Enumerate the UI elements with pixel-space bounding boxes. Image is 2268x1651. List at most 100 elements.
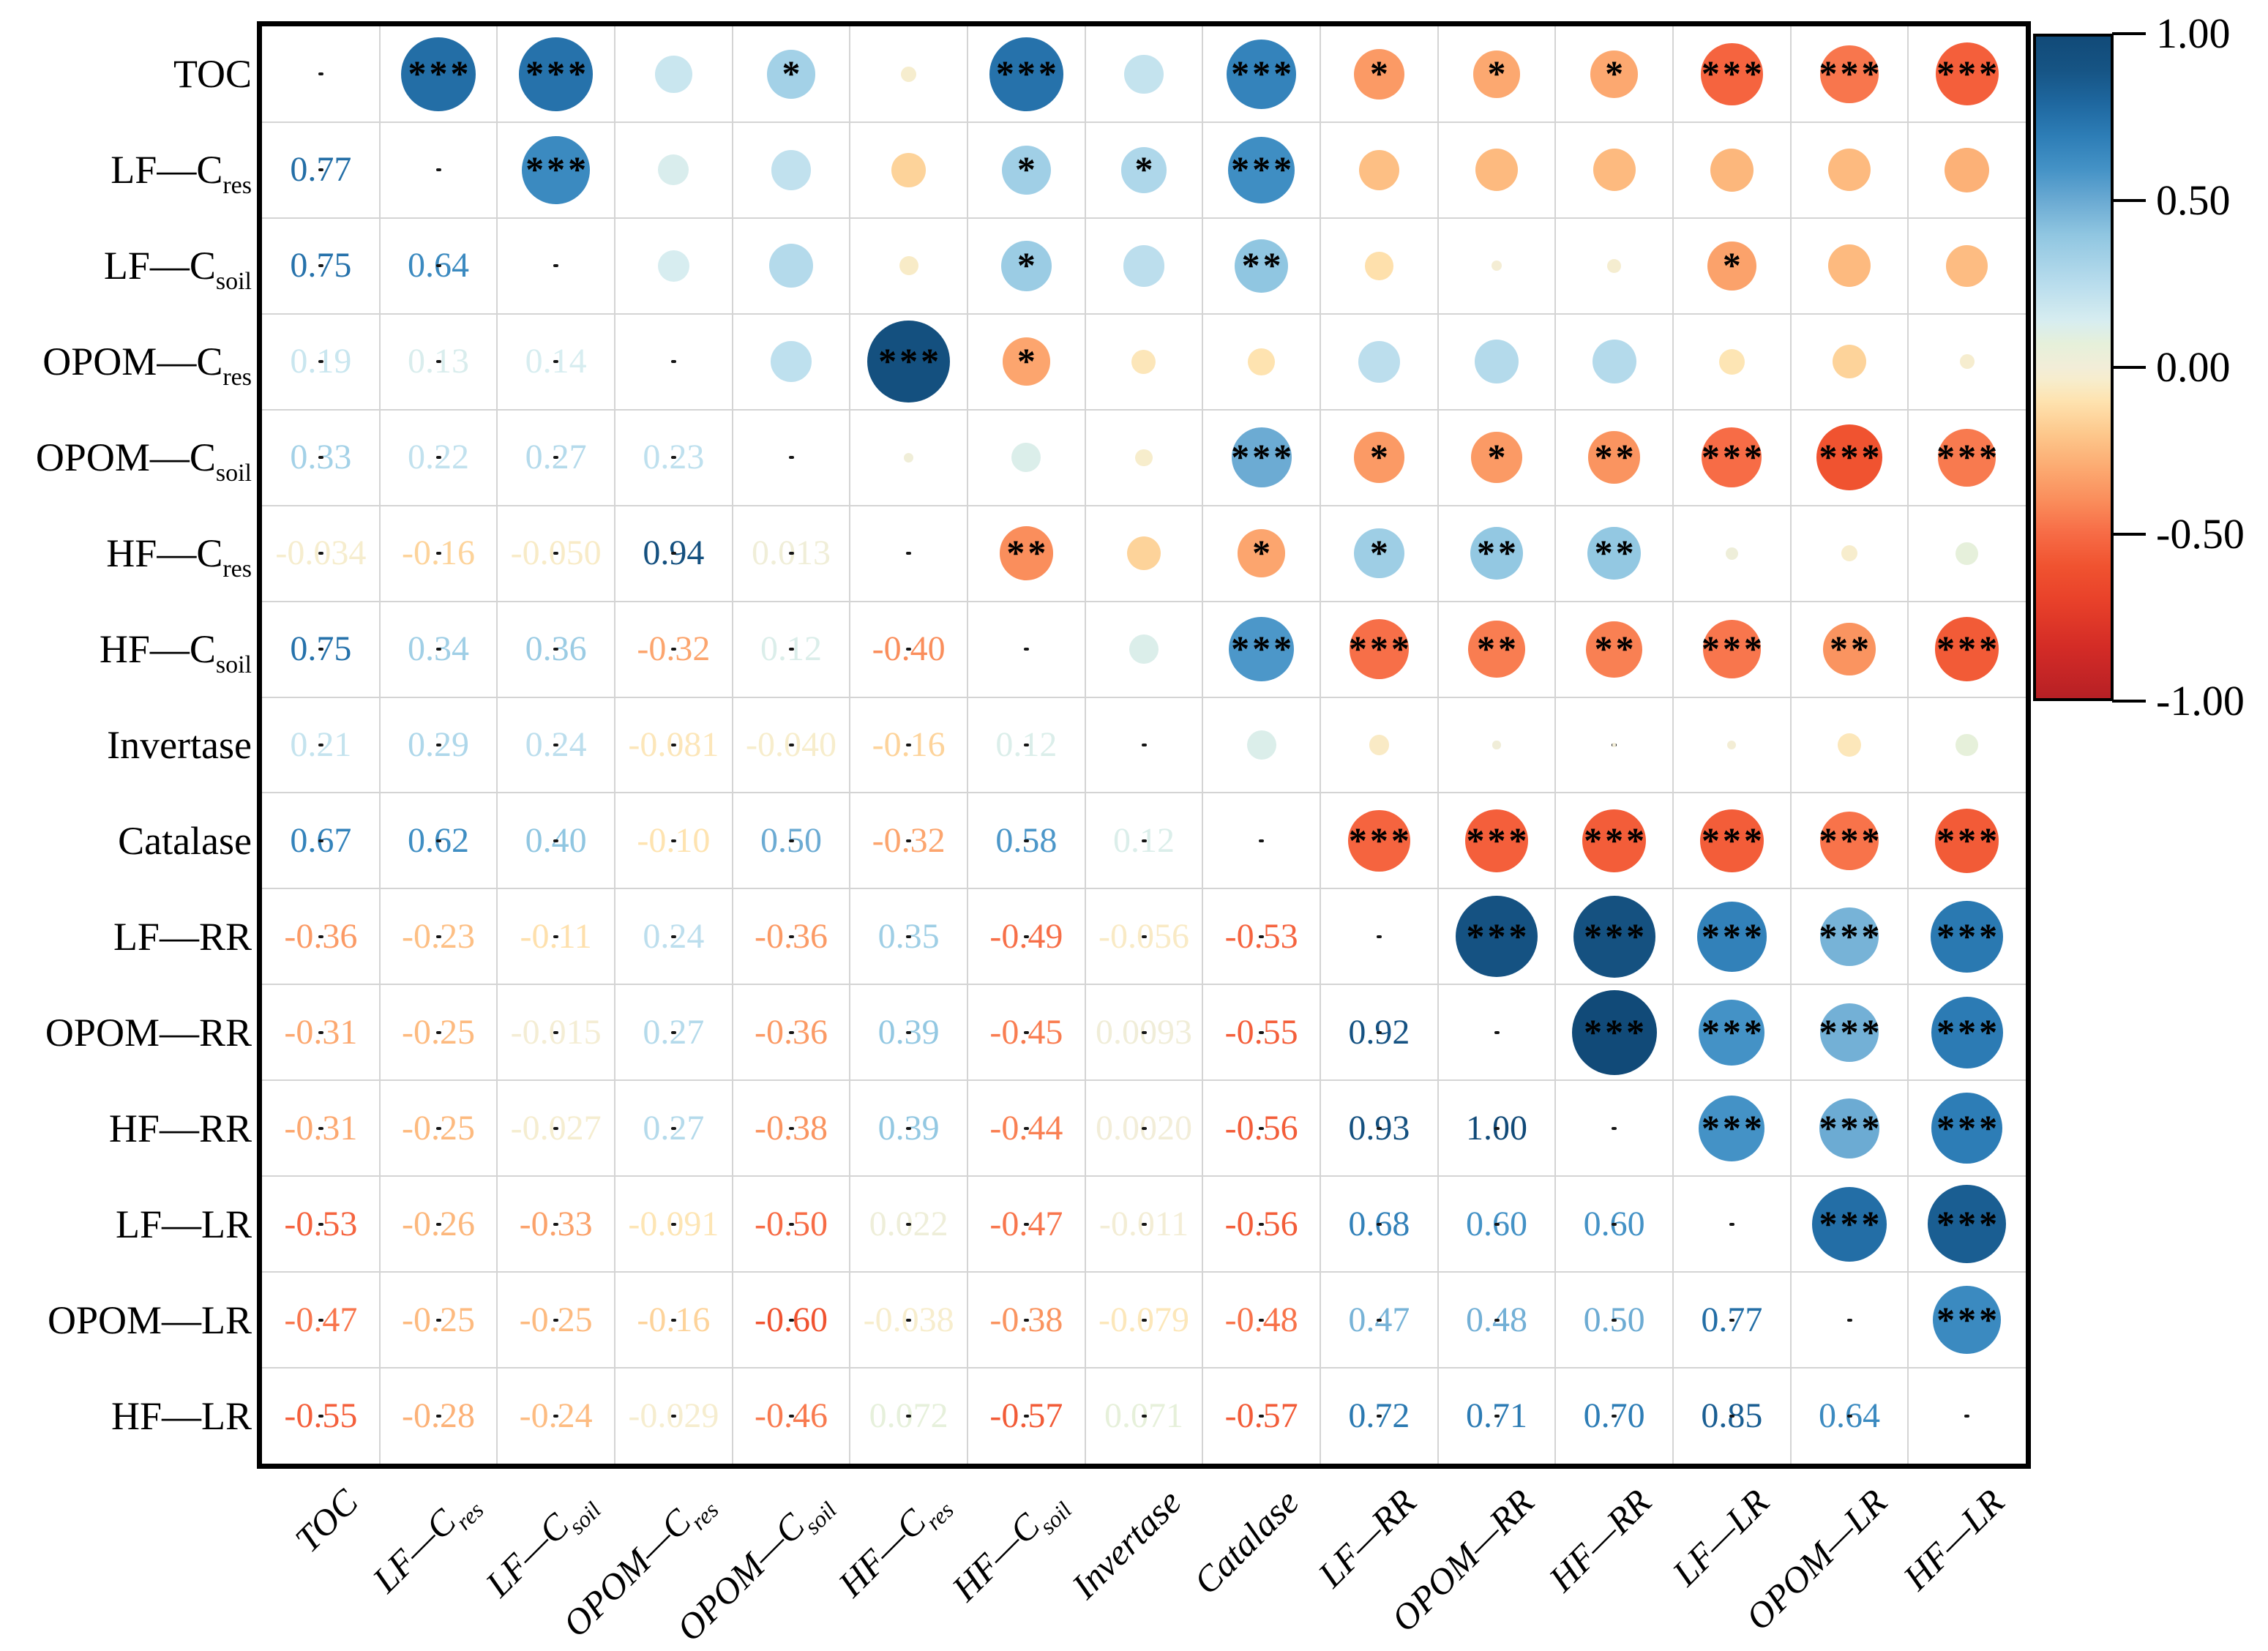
correlation-circle [1935,42,1999,106]
gridline-vertical [1554,26,1557,1464]
significance-stars: * [1605,53,1627,94]
correlation-circle [999,526,1053,580]
significance-stars: *** [1936,436,2001,478]
correlation-circle [1475,149,1518,192]
correlation-circle [658,154,689,186]
correlation-circle [1944,147,1990,193]
gridline-vertical [967,26,968,1464]
cell-center-dot [1141,935,1147,938]
gridline-vertical [496,26,498,1464]
gridline-vertical [1672,26,1674,1464]
correlation-circle [1237,529,1286,577]
cell-center-dot [1376,1414,1382,1418]
significance-stars: *** [1701,915,1765,956]
cell-center-dot [318,552,323,555]
correlation-circle [1931,996,2003,1068]
correlation-circle [1699,1095,1765,1161]
significance-stars: *** [1701,436,1765,478]
significance-stars: *** [1466,915,1530,956]
cell-center-dot [318,935,323,938]
cell-center-dot [906,648,912,651]
correlation-circle [1819,1098,1879,1158]
cell-center-dot [318,744,323,746]
cell-center-dot [318,456,323,460]
correlation-circle [1365,252,1393,280]
correlation-circle [1358,340,1400,383]
row-label-hf-lr: HF—LR [111,1393,252,1438]
gridline-horizontal [262,217,2026,219]
cell-center-dot [318,360,323,364]
cell-center-dot [553,935,559,938]
significance-stars: ** [1594,532,1637,574]
cell-center-dot [318,1222,323,1226]
correlation-circle [1587,526,1641,580]
significance-stars: * [1134,149,1156,190]
correlation-circle [1000,240,1052,292]
correlation-circle [1701,43,1763,105]
column-label-hf-c-res: HF—Cres [830,1497,959,1605]
colorbar-tick-label: 0.50 [2156,176,2231,224]
correlation-circle [1725,547,1738,560]
cell-center-dot [553,1030,559,1034]
cell-center-dot [1023,1414,1029,1418]
correlation-circle [1229,616,1294,682]
row-label-lf-rr: LF—RR [113,914,252,959]
significance-stars: *** [1701,1011,1765,1052]
colorbar-tick-label: 0.00 [2156,343,2231,391]
gridline-horizontal [262,121,2026,123]
cell-center-dot [435,456,441,460]
correlation-circle [1131,349,1156,374]
cell-center-dot [670,1126,676,1130]
correlation-circle [1928,1185,2007,1264]
significance-stars: *** [1231,149,1295,190]
correlation-circle [1823,623,1876,675]
cell-center-dot [1729,1414,1734,1418]
cell-center-dot [318,1414,323,1418]
correlation-circle [1353,432,1405,483]
row-label-opom-lr: OPOM—LR [47,1298,252,1342]
colorbar-tick [2112,366,2146,369]
correlation-circle [1354,528,1404,579]
significance-stars: * [1487,436,1509,478]
colorbar-tick-label: -0.50 [2156,510,2245,558]
cell-center-dot [1494,1126,1500,1130]
significance-stars: *** [1584,819,1648,861]
cell-center-dot [1964,1414,1970,1418]
column-label-lf-rr: LF—RR [1310,1480,1424,1595]
correlation-circle [1369,735,1390,755]
correlation-circle [1227,136,1295,204]
significance-stars: * [1722,244,1744,286]
significance-stars: *** [525,53,590,94]
correlation-circle [519,37,593,111]
significance-stars: *** [1936,53,2001,94]
significance-stars: ** [1830,628,1872,670]
significance-stars: * [1252,532,1274,574]
correlation-circle [1832,345,1867,379]
significance-stars: * [1487,53,1509,94]
correlation-circle [1120,147,1167,193]
cell-center-dot [318,839,323,842]
cell-center-dot [553,1318,559,1322]
colorbar-tick [2112,700,2146,703]
significance-stars: *** [1819,1011,1883,1052]
correlation-circle [1841,544,1858,562]
cell-center-dot [435,264,441,268]
correlation-circle [1586,621,1643,678]
significance-stars: *** [878,340,943,382]
significance-stars: *** [1819,436,1883,478]
correlation-circle [1816,424,1882,491]
significance-stars: *** [1231,436,1295,478]
cell-center-dot [435,552,441,555]
row-label-hf-rr: HF—RR [108,1106,252,1150]
correlation-circle [655,56,692,93]
cell-center-dot [906,935,912,938]
cell-center-dot [1612,1414,1617,1418]
cell-center-dot [670,1414,676,1418]
cell-center-dot [788,456,794,460]
correlation-circle [1699,999,1765,1066]
significance-stars: *** [995,53,1060,94]
column-label-hf-c-soil: HF—Csoil [943,1497,1077,1609]
significance-stars: *** [1701,819,1765,861]
significance-stars: *** [1348,819,1412,861]
cell-center-dot [1023,1318,1029,1322]
